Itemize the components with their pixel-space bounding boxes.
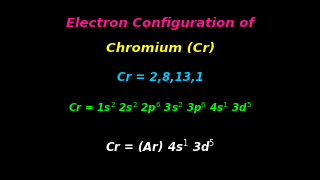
Text: Cr = (Ar) 4s$^1$ 3d$^5$: Cr = (Ar) 4s$^1$ 3d$^5$ (105, 139, 215, 156)
Text: Electron Configuration of: Electron Configuration of (66, 17, 254, 30)
Text: Cr = 1s$^2$ 2s$^2$ 2p$^6$ 3s$^2$ 3p$^6$ 4s$^1$ 3d$^5$: Cr = 1s$^2$ 2s$^2$ 2p$^6$ 3s$^2$ 3p$^6$ … (68, 100, 252, 116)
Text: Cr = 2,8,13,1: Cr = 2,8,13,1 (117, 71, 203, 84)
Text: Chromium (Cr): Chromium (Cr) (106, 42, 214, 55)
